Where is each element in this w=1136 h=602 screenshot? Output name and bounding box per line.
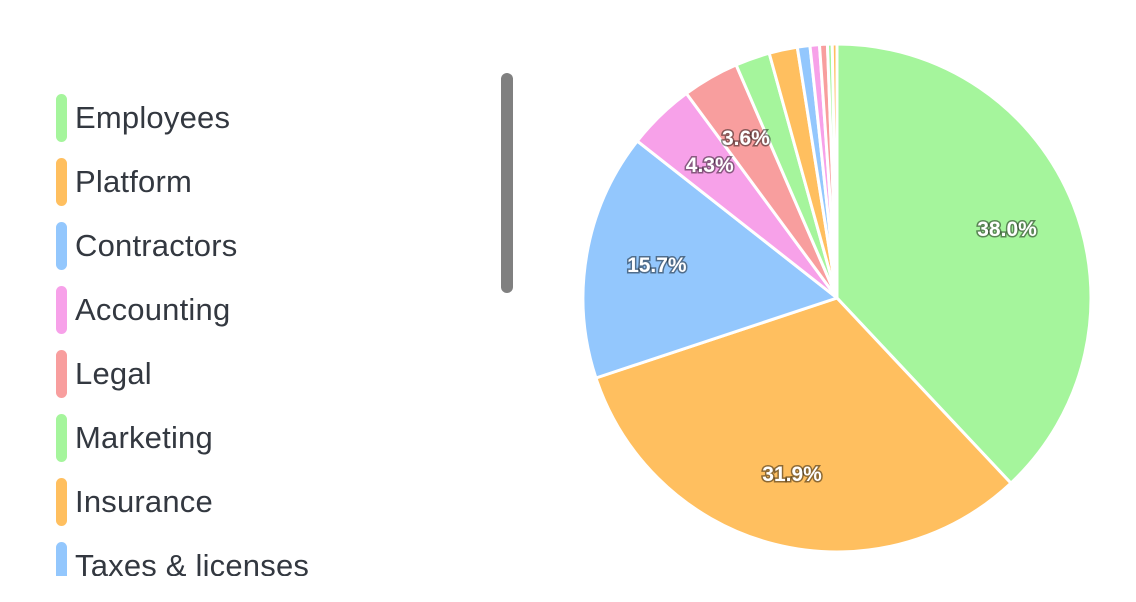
- legend-swatch: [56, 478, 67, 526]
- legend-label: Platform: [75, 164, 193, 199]
- legend-item[interactable]: Contractors: [50, 214, 490, 278]
- legend-label: Employees: [75, 100, 231, 135]
- pie-slice-label: 3.6%: [722, 127, 770, 150]
- legend-item[interactable]: Taxes & licenses: [50, 534, 490, 576]
- pie-slice-label: 38.0%: [977, 218, 1037, 241]
- legend-label: Insurance: [75, 484, 213, 519]
- pie-slice[interactable]: [830, 42, 839, 300]
- legend-label: Contractors: [75, 228, 238, 263]
- legend-item[interactable]: Legal: [50, 342, 490, 406]
- pie-chart: 38.0% 31.9% 15.7% 4.3% 3.6%: [581, 42, 1093, 554]
- legend-label: Marketing: [75, 420, 213, 455]
- legend-swatch: [56, 158, 67, 206]
- pie-slice-label: 15.7%: [627, 254, 687, 277]
- pie-slice[interactable]: [594, 296, 1013, 554]
- legend-swatch: [56, 286, 67, 334]
- legend-item[interactable]: Accounting: [50, 278, 490, 342]
- pie-slice-labels: 38.0% 31.9% 15.7% 4.3% 3.6%: [626, 125, 1039, 487]
- pie-slice-label: 31.9%: [762, 463, 822, 486]
- legend-item[interactable]: Insurance: [50, 470, 490, 534]
- legend-item[interactable]: Platform: [50, 150, 490, 214]
- legend-list: Employees Platform Contractors Accounting Le…: [50, 86, 490, 576]
- legend-swatch: [56, 222, 67, 270]
- pie-slice-label: 4.3%: [686, 154, 734, 177]
- legend-swatch: [56, 350, 67, 398]
- legend-item[interactable]: Employees: [50, 86, 490, 150]
- legend-swatch: [56, 542, 67, 576]
- pie-slice[interactable]: [835, 42, 1093, 485]
- legend-scrollbar-thumb[interactable]: [501, 73, 513, 293]
- legend-swatch: [56, 94, 67, 142]
- legend-label: Legal: [75, 356, 152, 391]
- legend-swatch: [56, 414, 67, 462]
- pie-slices: [581, 42, 1093, 554]
- legend-label: Accounting: [75, 292, 231, 327]
- pie-slice[interactable]: [581, 139, 839, 380]
- legend-panel[interactable]: Employees Platform Contractors Accounting Le…: [50, 86, 490, 576]
- legend-label: Taxes & licenses: [75, 548, 310, 576]
- legend-item[interactable]: Marketing: [50, 406, 490, 470]
